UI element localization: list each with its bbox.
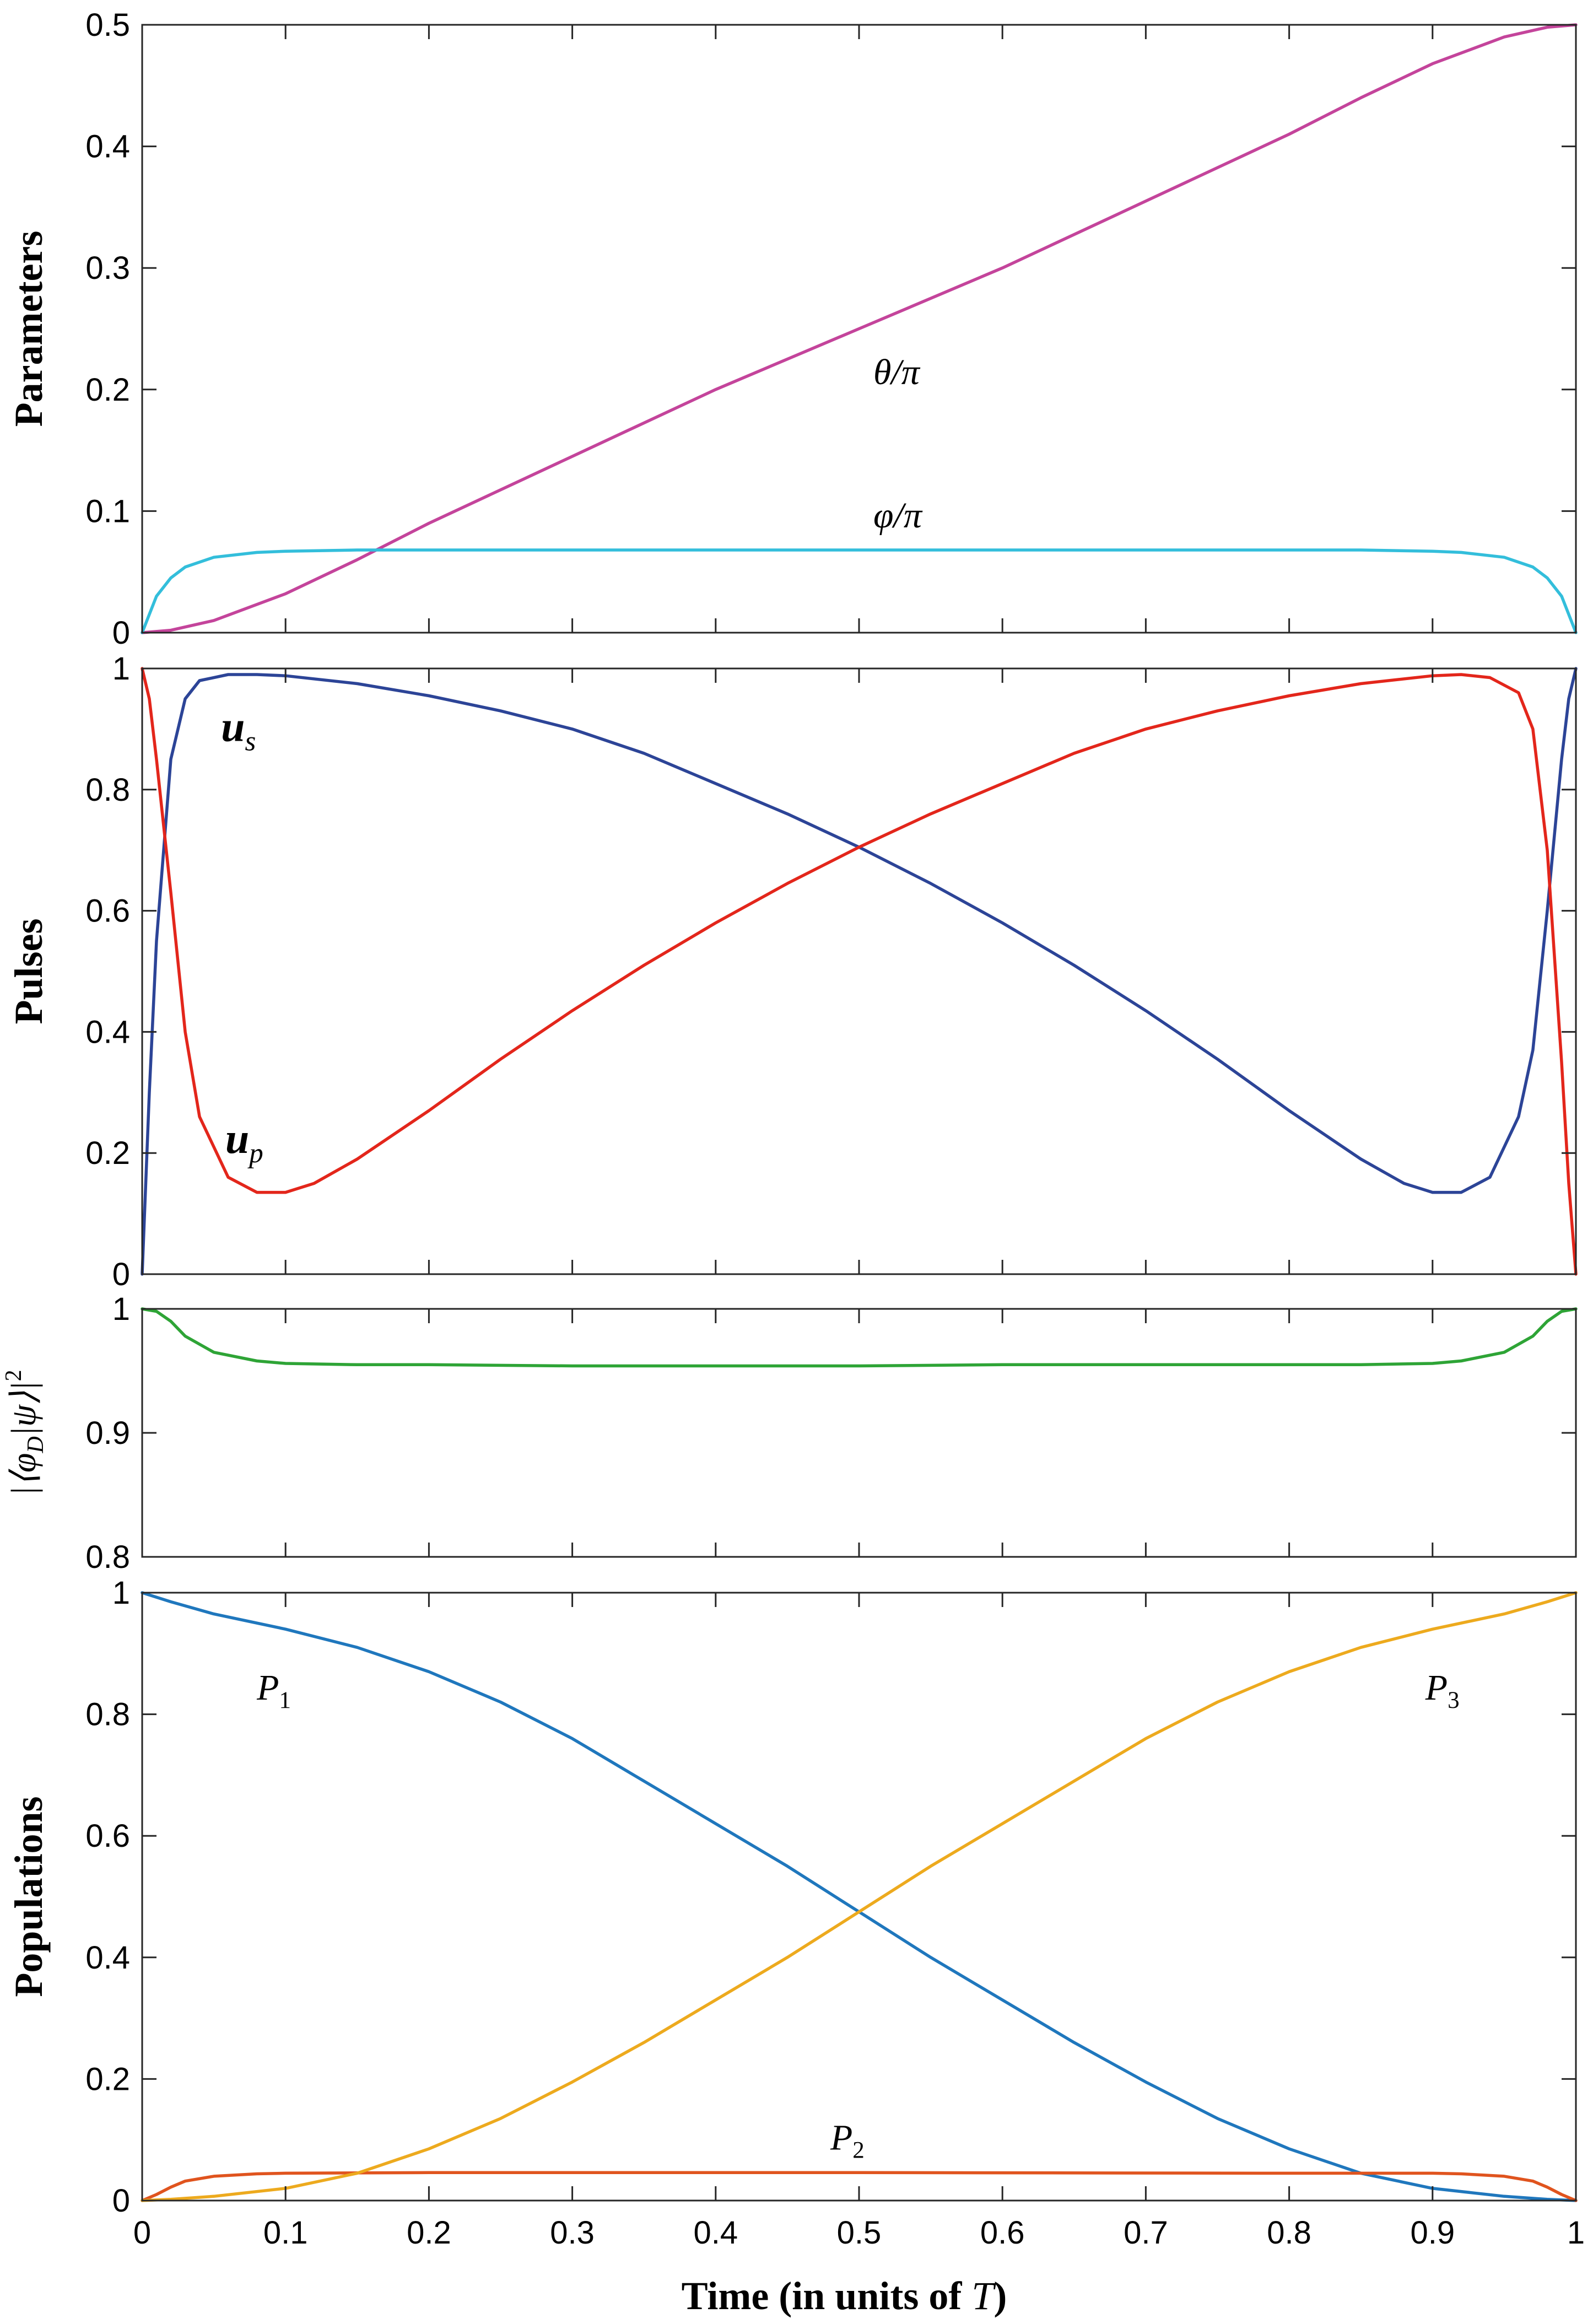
series-line-p0s0	[141, 23, 1578, 634]
x-tick-label: 1	[1567, 2215, 1585, 2251]
y-axis-label: |⟨φD|ψ⟩|2	[1, 1369, 48, 1496]
y-tick-label: 0.4	[85, 1014, 130, 1050]
series-line-u_p	[141, 667, 1578, 1276]
y-axis-label-part: |⟨φ	[4, 1453, 43, 1496]
series-label-main: P	[830, 2117, 852, 2158]
y-axis-label: Populations	[7, 1796, 51, 1997]
x-tick-label: 0.5	[837, 2215, 882, 2251]
y-tick-label: 1	[112, 1575, 130, 1611]
x-tick-label: 0	[133, 2215, 151, 2251]
series-label-main: P	[256, 1668, 279, 1708]
panel-4: 0 0.2 0.4 0.6 0.8 1 0 0.1 0.2 0.3 0.4 0.5 0.6 0.7 0.8 0…	[7, 1575, 1585, 2251]
y-tick-label: 0.4	[85, 1940, 130, 1976]
y-tick-label: 0.1	[85, 493, 130, 529]
series-label: P2	[830, 2117, 865, 2163]
y-axis-label-sup: 2	[1, 1369, 26, 1381]
series-label-main: u	[225, 1114, 249, 1162]
x-tick-label: 0.6	[980, 2215, 1025, 2251]
y-axis-label-sub: D	[23, 1436, 48, 1453]
y-tick-label: 0.3	[85, 250, 130, 286]
y-tick-label: 0.4	[85, 129, 130, 165]
series-label-main: u	[221, 703, 245, 751]
series-label-subscript: p	[247, 1138, 263, 1169]
series-label-subscript: s	[245, 726, 256, 757]
y-tick-label: 0.6	[85, 1818, 130, 1854]
x-axis-label-T: T	[971, 2274, 996, 2318]
series-label: θ/π	[873, 352, 921, 392]
x-tick-label: 0.9	[1410, 2215, 1455, 2251]
series-label-main: φ/π	[873, 495, 923, 536]
panel-1: 0 0.1 0.2 0.3 0.4 0.5 Parameters θ/π φ/π	[7, 7, 1578, 651]
series-label-subscript: 1	[279, 1687, 291, 1713]
y-axis-label: Parameters	[7, 231, 51, 427]
y-tick-label: 0.2	[85, 1135, 130, 1171]
series-line-P3	[141, 1591, 1578, 2202]
y-tick-label: 0.6	[85, 893, 130, 929]
y-tick-label: 1	[112, 1291, 130, 1327]
y-tick-label: 0.8	[85, 1697, 130, 1733]
y-tick-label: 0.8	[85, 1539, 130, 1575]
x-axis-label-close: )	[993, 2274, 1007, 2318]
y-axis-label-part2: |ψ⟩|	[4, 1381, 43, 1436]
x-axis-label: Time (in units of T)	[682, 2274, 1007, 2318]
series-line-P2	[141, 2171, 1578, 2202]
series-line-fidelity	[141, 1307, 1578, 1368]
x-tick-label: 0.7	[1124, 2215, 1168, 2251]
x-tick-label: 0.8	[1267, 2215, 1311, 2251]
y-tick-label: 1	[112, 651, 130, 687]
y-tick-label: 0.2	[85, 372, 130, 408]
y-tick-label: 0	[112, 615, 130, 651]
x-tick-label: 0.2	[407, 2215, 451, 2251]
y-tick-label: 0	[112, 2183, 130, 2219]
x-tick-label: 0.4	[693, 2215, 738, 2251]
x-tick-label: 0.3	[550, 2215, 595, 2251]
series-line-u_s	[141, 667, 1578, 1276]
series-label-subscript: 3	[1448, 1687, 1460, 1713]
y-tick-label: 0.8	[85, 772, 130, 808]
y-tick-label: 0	[112, 1257, 130, 1292]
x-tick-label: 0.1	[263, 2215, 308, 2251]
series-label-main: θ/π	[873, 352, 921, 392]
y-axis-label: Pulses	[7, 918, 51, 1024]
y-tick-label: 0.2	[85, 2061, 130, 2097]
series-label-main: P	[1425, 1668, 1448, 1708]
y-tick-label: 0.9	[85, 1415, 130, 1451]
x-axis-label-text: Time (in units of	[682, 2274, 972, 2318]
series-line-p0s1	[141, 548, 1578, 634]
series-label: P3	[1425, 1668, 1460, 1713]
series-label: up	[225, 1114, 263, 1169]
series-label: us	[221, 703, 256, 757]
series-label: P1	[256, 1668, 291, 1713]
panel-3: 0.8 0.9 1 |⟨φD|ψ⟩|2	[1, 1291, 1578, 1575]
series-label: φ/π	[873, 495, 923, 536]
y-tick-label: 0.5	[85, 7, 130, 43]
series-label-subscript: 2	[852, 2137, 865, 2163]
